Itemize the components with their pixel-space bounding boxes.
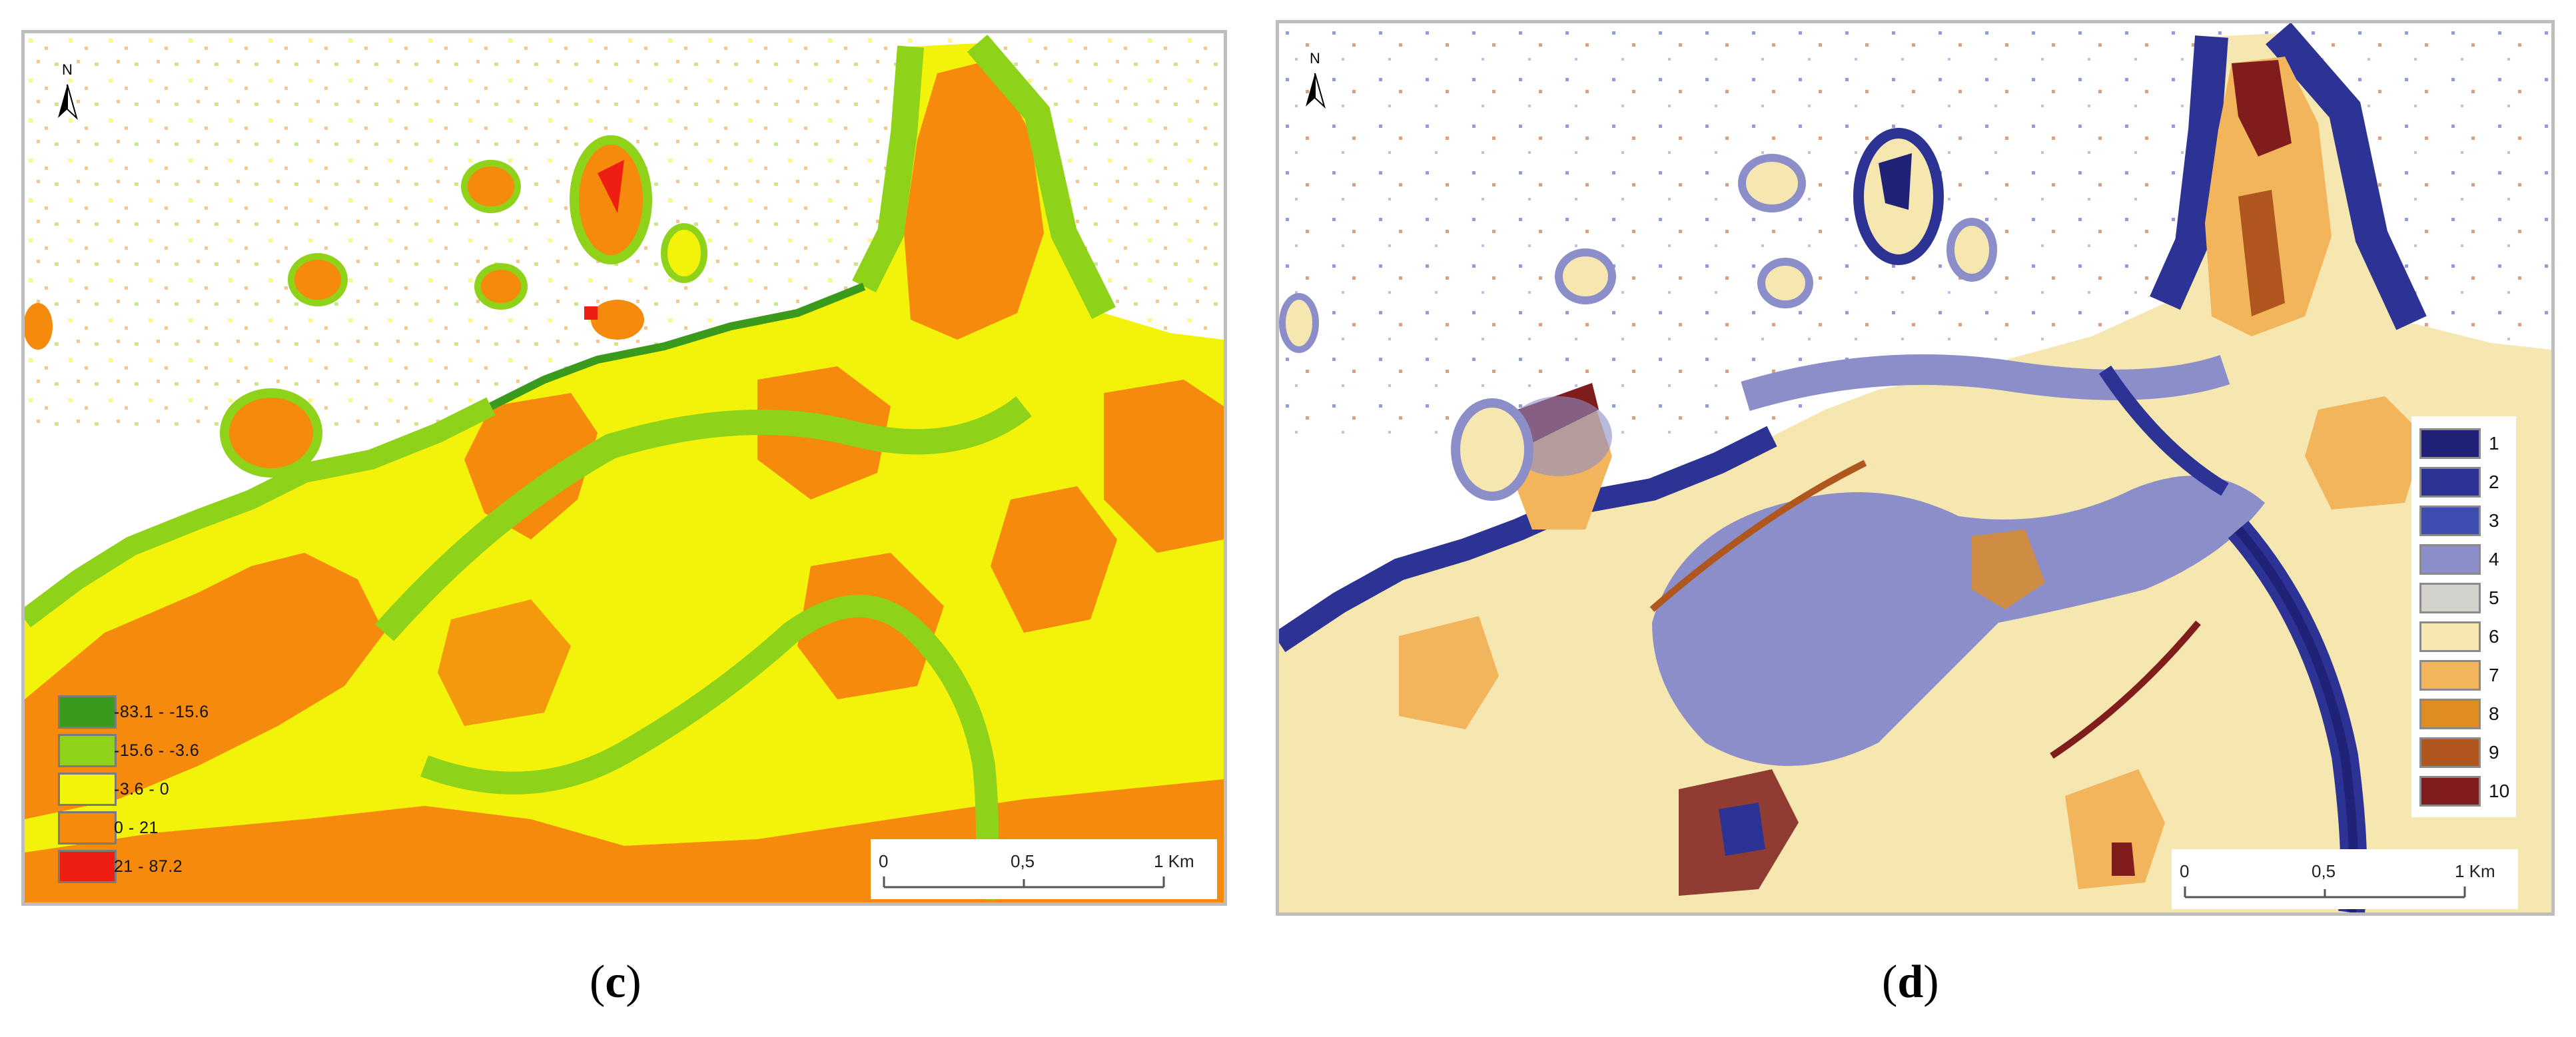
legend-swatch [2419, 467, 2481, 498]
legend-swatch [58, 850, 117, 883]
legend-swatch [2419, 737, 2481, 768]
north-arrow-c: N [50, 61, 90, 135]
legend-c-item: 0 - 21 [58, 809, 209, 847]
north-arrow-d: N [1298, 50, 1338, 123]
legend-label: -15.6 - -3.6 [114, 741, 200, 760]
legend-label: 1 [2489, 433, 2499, 454]
legend-swatch [2419, 506, 2481, 536]
scale-bar-c: 0 0,5 1 Km [871, 839, 1217, 899]
map-c-raster [25, 33, 1224, 902]
scale-tick-label: 0,5 [1011, 851, 1035, 871]
legend-swatch [58, 734, 117, 767]
scale-tick-label: 1 Km [1154, 851, 1194, 871]
legend-label: 7 [2489, 665, 2499, 685]
scale-tick-label: 0,5 [2312, 861, 2336, 881]
legend-swatch [2419, 699, 2481, 729]
scale-bar-graphic [2184, 886, 2466, 898]
legend-label: 6 [2489, 626, 2499, 647]
legend-d: 1 2 3 4 5 6 7 8 [2411, 416, 2517, 817]
legend-d-item: 3 [2419, 502, 2509, 540]
scale-bar-graphic [883, 876, 1165, 888]
legend-label: 0 - 21 [114, 818, 159, 837]
caption-d: (d) [1882, 956, 1939, 1009]
legend-label: -3.6 - 0 [114, 779, 170, 799]
legend-c: -83.1 - -15.6 -15.6 - -3.6 -3.6 - 0 0 - … [58, 693, 209, 886]
legend-swatch [2419, 583, 2481, 613]
scale-tick-label: 1 Km [2455, 861, 2495, 881]
legend-d-item: 4 [2419, 540, 2509, 579]
caption-close: ) [626, 956, 642, 1008]
north-arrow-label: N [62, 61, 73, 78]
legend-d-item: 1 [2419, 424, 2509, 463]
legend-swatch [58, 695, 117, 729]
legend-label: 5 [2489, 587, 2499, 608]
legend-swatch [2419, 544, 2481, 575]
scale-bar-d: 0 0,5 1 Km [2172, 849, 2518, 909]
legend-swatch [2419, 428, 2481, 459]
legend-swatch [2419, 776, 2481, 807]
caption-open: ( [590, 956, 606, 1008]
legend-d-item: 9 [2419, 733, 2509, 772]
map-d-raster [1279, 23, 2551, 912]
scale-tick-label: 0 [879, 851, 889, 871]
legend-swatch [58, 773, 117, 806]
legend-label: 8 [2489, 703, 2499, 724]
caption-open: ( [1882, 956, 1898, 1008]
north-arrow-icon [1306, 73, 1326, 109]
legend-c-item: 21 - 87.2 [58, 847, 209, 886]
legend-d-item: 7 [2419, 656, 2509, 695]
caption-letter: d [1897, 956, 1924, 1008]
legend-swatch [2419, 621, 2481, 652]
legend-d-item: 8 [2419, 695, 2509, 733]
legend-label: 9 [2489, 742, 2499, 763]
legend-label: 10 [2489, 781, 2510, 801]
caption-close: ) [1923, 956, 1939, 1008]
legend-label: 21 - 87.2 [114, 857, 183, 876]
legend-d-item: 6 [2419, 617, 2509, 656]
map-panel-c: N -83.1 - -15.6 -15.6 - -3.6 -3.6 - 0 0 … [21, 30, 1227, 906]
scale-tick-label: 0 [2180, 861, 2190, 881]
caption-letter: c [605, 956, 626, 1008]
legend-d-item: 2 [2419, 463, 2509, 502]
legend-c-item: -3.6 - 0 [58, 770, 209, 809]
legend-c-item: -83.1 - -15.6 [58, 693, 209, 731]
legend-label: -83.1 - -15.6 [114, 702, 209, 721]
legend-label: 4 [2489, 549, 2499, 569]
legend-label: 3 [2489, 510, 2499, 531]
map-panel-d: N 1 2 3 4 5 6 [1276, 20, 2555, 916]
legend-d-item: 5 [2419, 579, 2509, 617]
legend-swatch [58, 811, 117, 845]
legend-c-item: -15.6 - -3.6 [58, 731, 209, 770]
north-arrow-label: N [1310, 50, 1320, 67]
legend-label: 2 [2489, 472, 2499, 492]
north-arrow-icon [58, 84, 78, 121]
legend-swatch [2419, 660, 2481, 691]
legend-d-item: 10 [2419, 772, 2509, 811]
caption-c: (c) [590, 956, 642, 1009]
